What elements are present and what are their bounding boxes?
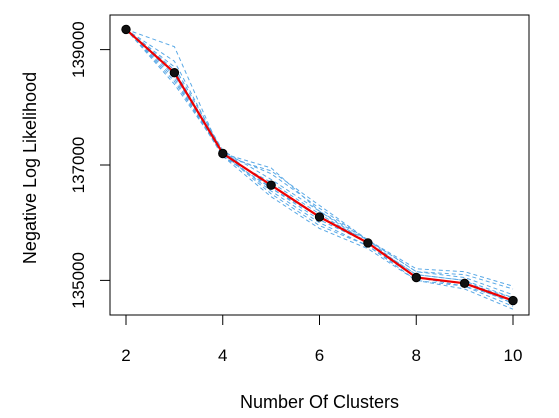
x-tick-label: 8 <box>412 346 421 365</box>
data-point <box>459 278 470 288</box>
data-point <box>266 180 276 190</box>
replicate-line <box>125 29 514 310</box>
replicate-line <box>125 29 514 304</box>
x-tick-label: 6 <box>315 346 324 365</box>
replicate-line <box>125 28 514 296</box>
y-tick-label: 139000 <box>69 21 88 78</box>
replicate-line <box>125 29 514 304</box>
x-tick-label: 4 <box>218 346 227 365</box>
data-point <box>121 24 131 35</box>
data-point <box>169 68 180 78</box>
replicate-line <box>125 29 514 307</box>
data-point <box>363 238 373 248</box>
replicate-line <box>125 29 514 299</box>
replicate-line <box>125 28 514 290</box>
mean-line-layer <box>121 24 518 306</box>
data-point <box>314 212 325 222</box>
data-point <box>411 272 421 283</box>
axes: 2 4 6 8 10 135000 137000 139000 <box>69 14 530 365</box>
x-axis-label: Number Of Clusters <box>240 392 399 412</box>
replicate-line <box>125 29 514 287</box>
data-point <box>508 295 518 306</box>
plot-frame <box>109 14 530 316</box>
y-tick-label: 135000 <box>69 252 88 309</box>
y-tick-label: 137000 <box>69 137 88 194</box>
replicate-line <box>125 29 514 302</box>
x-tick-label: 2 <box>121 346 130 365</box>
mean-line <box>125 28 514 302</box>
replicate-lines <box>125 28 514 310</box>
x-tick-label: 10 <box>504 346 523 365</box>
data-point <box>218 148 228 159</box>
y-axis-label: Negative Log Likelihood <box>20 72 40 264</box>
replicate-line <box>125 29 514 299</box>
